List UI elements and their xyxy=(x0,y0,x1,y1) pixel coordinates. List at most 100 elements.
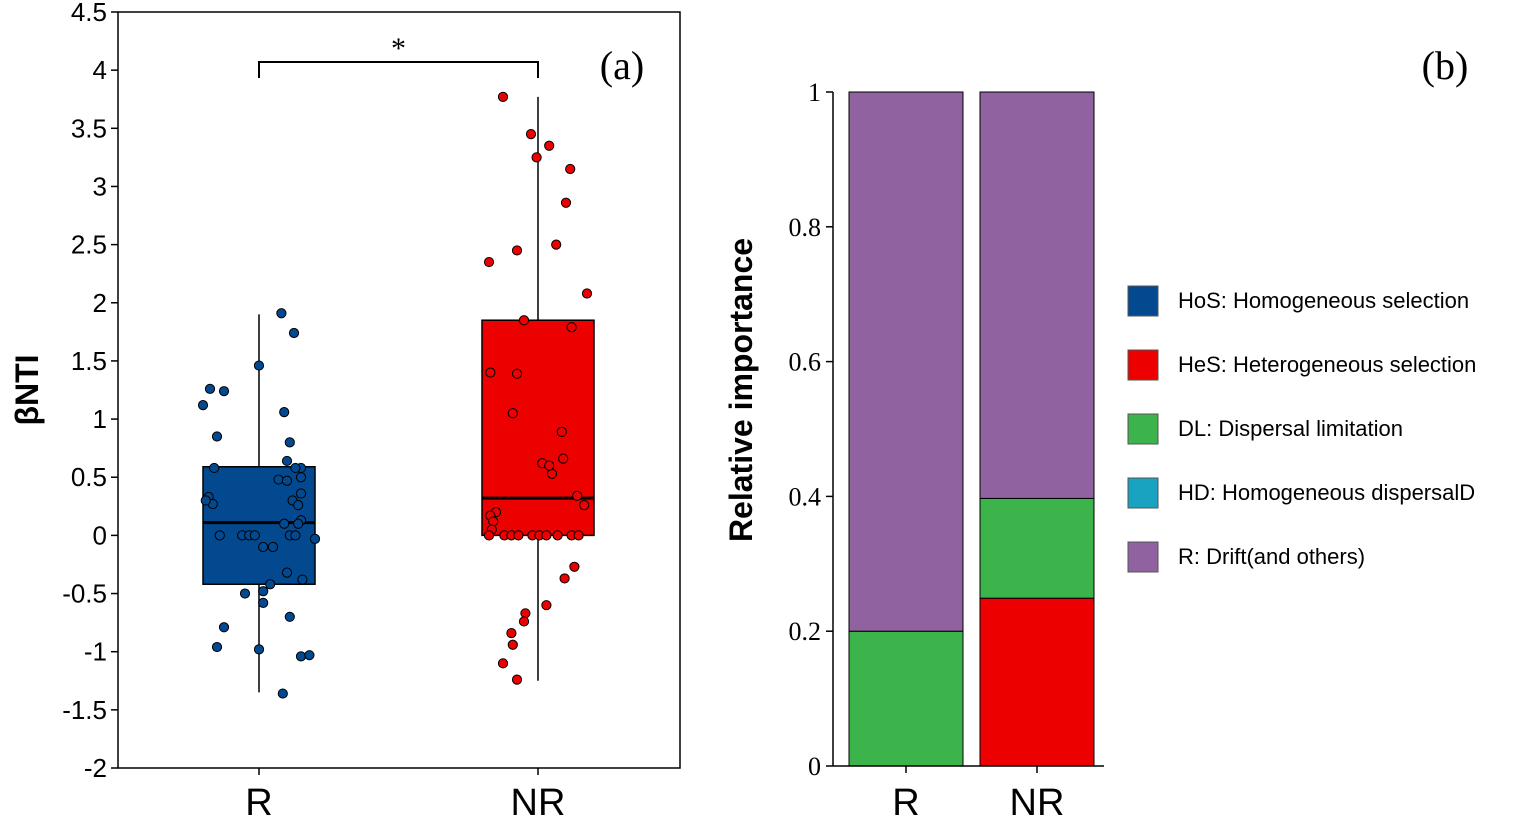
data-point-r xyxy=(281,455,293,467)
data-point-r xyxy=(277,688,288,699)
data-point-r xyxy=(211,431,223,442)
data-point-r xyxy=(197,400,209,411)
data-point-r xyxy=(288,327,300,339)
data-point-nr xyxy=(525,129,537,140)
legend: HoS: Homogeneous selection HeS: Heterogen… xyxy=(1127,285,1476,573)
data-point-nr xyxy=(560,197,572,208)
data-point-r xyxy=(295,472,307,483)
data-point-nr xyxy=(552,530,563,541)
y-tick-label: 0 xyxy=(808,752,821,781)
data-point-nr xyxy=(520,608,531,619)
legend-swatch xyxy=(1127,285,1159,317)
data-point-r xyxy=(279,406,290,418)
panel-b-label: (b) xyxy=(1422,43,1469,88)
data-point-nr xyxy=(511,245,523,256)
y-tick-label: 4.5 xyxy=(71,0,107,27)
x-tick-label: NR xyxy=(511,782,566,824)
data-point-nr xyxy=(511,674,523,685)
legend-label: DL: Dispersal limitation xyxy=(1178,416,1403,441)
y-tick-label: 2 xyxy=(93,288,107,318)
data-point-r xyxy=(293,500,304,511)
data-point-nr xyxy=(518,616,530,627)
data-point-nr xyxy=(513,530,524,541)
data-point-r xyxy=(204,383,216,394)
data-point-nr xyxy=(506,627,517,639)
data-point-nr xyxy=(573,530,584,541)
x-tick-label: R xyxy=(245,782,272,824)
data-point-nr xyxy=(485,367,496,378)
y-tick-label: 1.5 xyxy=(71,346,107,376)
data-point-nr xyxy=(497,91,509,103)
data-point-nr xyxy=(556,426,567,437)
data-point-nr xyxy=(544,140,555,151)
data-point-r xyxy=(267,541,279,553)
data-point-r xyxy=(295,651,307,662)
data-point-r xyxy=(214,530,225,541)
legend-swatch xyxy=(1127,477,1159,509)
y-tick-label: 1 xyxy=(93,404,107,434)
data-point-nr xyxy=(544,460,555,471)
data-point-r xyxy=(276,308,287,319)
y-tick-label: 0.8 xyxy=(789,213,822,242)
y-tick-label: 0 xyxy=(93,520,107,550)
panel-a-points xyxy=(197,91,593,699)
data-point-r xyxy=(290,530,301,541)
data-point-nr xyxy=(559,573,570,584)
legend-label: HD: Homogeneous dispersalD xyxy=(1178,480,1475,505)
bar-segment-r xyxy=(848,91,964,632)
y-tick-label: -1.5 xyxy=(62,695,107,725)
bar-segment-nr xyxy=(979,91,1095,499)
panel-b-y-axis: 0 0.2 0.4 0.6 0.8 1 xyxy=(789,78,833,781)
data-point-nr xyxy=(565,163,576,175)
data-point-r xyxy=(304,650,315,661)
data-point-r xyxy=(309,533,321,544)
y-tick-label: -0.5 xyxy=(62,579,107,609)
x-tick-label: NR xyxy=(1010,782,1065,824)
data-point-nr xyxy=(581,288,593,299)
legend-label: HeS: Heterogeneous selection xyxy=(1178,352,1476,377)
data-point-nr xyxy=(541,600,552,611)
y-tick-label: 0.4 xyxy=(789,482,822,511)
panel-a: 4.5 4 3.5 3 2.5 2 1.5 1 0.5 0 -0.5 -1 -1.5 -2 R NR * (… xyxy=(9,0,681,824)
data-point-r xyxy=(279,518,290,529)
data-point-nr xyxy=(541,530,552,541)
y-tick-label: 1 xyxy=(808,78,821,107)
data-point-nr xyxy=(551,239,562,250)
legend-swatch xyxy=(1127,413,1159,445)
data-point-nr xyxy=(569,561,580,572)
significance-label: * xyxy=(391,32,406,65)
data-point-nr xyxy=(483,530,495,541)
data-point-nr xyxy=(507,408,518,419)
data-point-r xyxy=(281,567,293,578)
box-nr xyxy=(481,319,595,537)
data-point-nr xyxy=(572,490,583,501)
bracket-line xyxy=(258,61,539,79)
data-point-r xyxy=(253,644,265,655)
legend-swatch xyxy=(1127,541,1159,573)
panel-a-label: (a) xyxy=(600,43,644,88)
data-point-nr xyxy=(531,152,542,163)
data-point-nr xyxy=(558,453,569,464)
panel-b-x-axis: R NR xyxy=(892,766,1064,824)
data-point-r xyxy=(218,622,230,633)
data-point-r xyxy=(218,386,230,397)
y-tick-label: 4 xyxy=(93,55,107,85)
legend-label: HoS: Homogeneous selection xyxy=(1178,288,1469,313)
panel-b-axes xyxy=(832,92,1104,767)
data-point-r xyxy=(297,574,308,585)
data-point-nr xyxy=(507,639,518,650)
data-point-r xyxy=(258,597,269,608)
significance-bracket: * xyxy=(258,32,539,79)
data-point-r xyxy=(253,360,265,371)
y-tick-label: -2 xyxy=(84,753,107,783)
data-point-nr xyxy=(497,658,509,669)
x-tick-label: R xyxy=(892,782,919,824)
y-tick-label: -1 xyxy=(84,637,107,667)
y-tick-label: 2.5 xyxy=(71,230,107,260)
legend-swatch xyxy=(1127,349,1159,381)
data-point-r xyxy=(265,579,276,590)
y-tick-label: 0.5 xyxy=(71,462,107,492)
y-tick-label: 3.5 xyxy=(71,113,107,143)
panel-a-frame xyxy=(117,11,681,769)
